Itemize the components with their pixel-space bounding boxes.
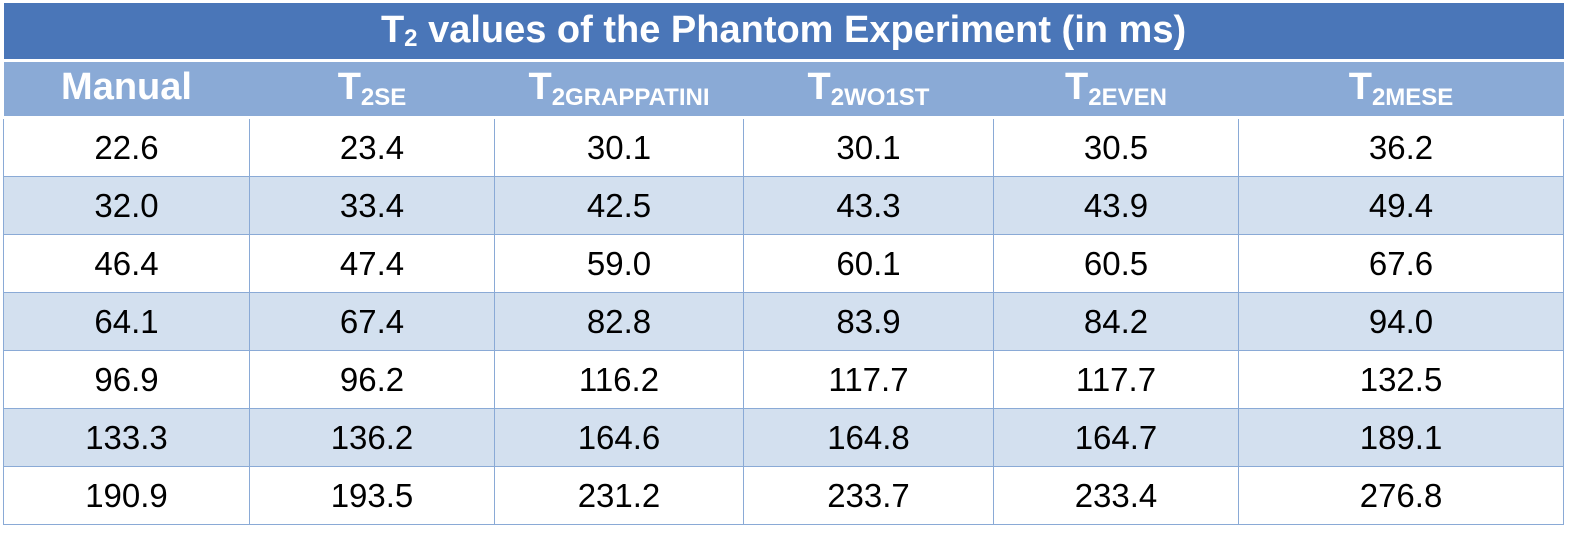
table-cell: 22.6 (3, 117, 250, 177)
table-title: T2 values of the Phantom Experiment (in … (3, 3, 1564, 62)
column-header-t2grappatini: T2GRAPPATINI (494, 60, 744, 119)
table-row: 32.0 33.4 42.5 43.3 43.9 49.4 (3, 176, 1565, 235)
t2-values-table-container: T2 values of the Phantom Experiment (in … (3, 3, 1565, 531)
column-header-t2mese: T2MESE (1238, 60, 1564, 119)
table-cell: 231.2 (494, 466, 744, 525)
table-cell: 83.9 (743, 292, 994, 351)
table-cell: 94.0 (1237, 292, 1565, 351)
column-header-main: Manual (61, 66, 192, 108)
column-header-main: T (1348, 66, 1372, 108)
table-cell: 36.2 (1237, 117, 1565, 177)
table-cell: 67.4 (249, 292, 495, 351)
table-cell: 164.8 (743, 408, 994, 467)
table-cell: 60.1 (743, 234, 994, 293)
table-cell: 30.5 (993, 117, 1239, 177)
table-row: 96.9 96.2 116.2 117.7 117.7 132.5 (3, 350, 1565, 409)
title-suffix: values of the Phantom Experiment (in ms) (417, 9, 1187, 51)
column-header-t2wo1st: T2WO1ST (743, 60, 994, 119)
table-cell: 189.1 (1237, 408, 1565, 467)
table-cell: 43.3 (743, 176, 994, 235)
table-cell: 23.4 (249, 117, 495, 177)
table-cell: 116.2 (494, 350, 744, 409)
table-row: 190.9 193.5 231.2 233.7 233.4 276.8 (3, 466, 1565, 525)
table-cell: 47.4 (249, 234, 495, 293)
table-row: 22.6 23.4 30.1 30.1 30.5 36.2 (3, 117, 1565, 177)
column-header-main: T (337, 66, 361, 108)
table-cell: 117.7 (743, 350, 994, 409)
table-row: 133.3 136.2 164.6 164.8 164.7 189.1 (3, 408, 1565, 467)
table-cell: 46.4 (3, 234, 250, 293)
table-cell: 60.5 (993, 234, 1239, 293)
table-cell: 67.6 (1237, 234, 1565, 293)
table-cell: 133.3 (3, 408, 250, 467)
table-cell: 233.4 (993, 466, 1239, 525)
table-cell: 32.0 (3, 176, 250, 235)
column-header-sub: 2MESE (1371, 84, 1454, 111)
title-subscript: 2 (404, 25, 418, 52)
table-cell: 30.1 (743, 117, 994, 177)
column-header-sub: 2SE (360, 84, 407, 111)
table-cell: 164.7 (993, 408, 1239, 467)
table-cell: 43.9 (993, 176, 1239, 235)
column-header-main: T (1065, 66, 1089, 108)
t2-values-table: T2 values of the Phantom Experiment (in … (3, 3, 1565, 525)
table-cell: 190.9 (3, 466, 250, 525)
title-row: T2 values of the Phantom Experiment (in … (3, 3, 1564, 62)
table-cell: 82.8 (494, 292, 744, 351)
column-header-sub: 2WO1ST (830, 84, 930, 111)
column-header-t2se: T2SE (249, 60, 495, 119)
title-prefix: T (380, 9, 405, 51)
table-cell: 30.1 (494, 117, 744, 177)
table-cell: 233.7 (743, 466, 994, 525)
table-cell: 33.4 (249, 176, 495, 235)
table-cell: 132.5 (1237, 350, 1565, 409)
table-row: 64.1 67.4 82.8 83.9 84.2 94.0 (3, 292, 1565, 351)
table-cell: 117.7 (993, 350, 1239, 409)
table-cell: 49.4 (1237, 176, 1565, 235)
table-row: 46.4 47.4 59.0 60.1 60.5 67.6 (3, 234, 1565, 293)
table-cell: 164.6 (494, 408, 744, 467)
table-cell: 96.2 (249, 350, 495, 409)
column-header-manual: Manual (3, 60, 250, 119)
table-cell: 276.8 (1237, 466, 1565, 525)
table-cell: 84.2 (993, 292, 1239, 351)
table-cell: 96.9 (3, 350, 250, 409)
table-cell: 59.0 (494, 234, 744, 293)
table-cell: 42.5 (494, 176, 744, 235)
column-header-sub: 2EVEN (1088, 84, 1167, 111)
column-header-t2even: T2EVEN (993, 60, 1239, 119)
column-header-main: T (807, 66, 831, 108)
table-cell: 64.1 (3, 292, 250, 351)
column-header-row: Manual T2SE T2GRAPPATINI T2WO1ST T2EVEN … (3, 60, 1564, 119)
table-cell: 193.5 (249, 466, 495, 525)
table-cell: 136.2 (249, 408, 495, 467)
column-header-sub: 2GRAPPATINI (551, 84, 710, 111)
column-header-main: T (528, 66, 552, 108)
